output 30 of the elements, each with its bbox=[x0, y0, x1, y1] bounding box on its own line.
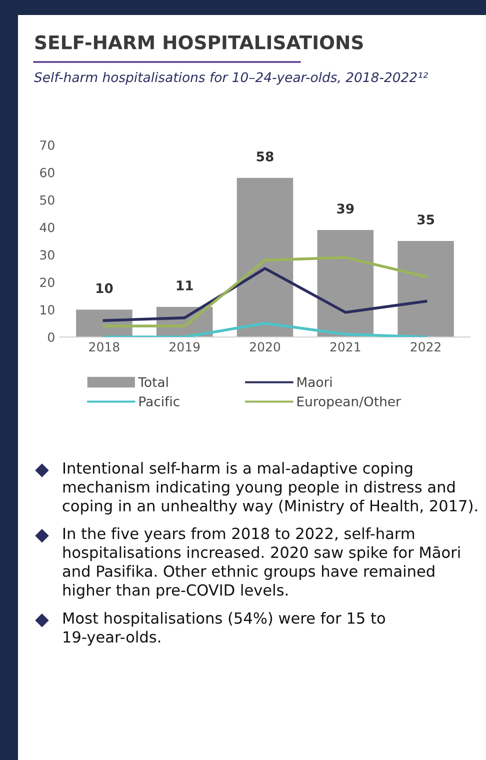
chart-subtitle: Self-harm hospitalisations for 10–24-year-olds, 2018-2022¹² bbox=[34, 72, 428, 85]
data-label: 58 bbox=[256, 151, 274, 162]
y-tick-label: 50 bbox=[40, 195, 54, 205]
y-tick-label: 0 bbox=[48, 332, 54, 342]
data-label: 35 bbox=[417, 214, 434, 225]
x-tick-label: 2022 bbox=[410, 342, 440, 352]
bar bbox=[317, 230, 374, 337]
legend-label: European/Other bbox=[298, 396, 401, 409]
data-label: 10 bbox=[96, 283, 113, 294]
legend-label: Total bbox=[138, 376, 168, 388]
chart-title: SELF-HARM HOSPITALISATIONS bbox=[35, 35, 363, 50]
y-tick-label: 30 bbox=[40, 250, 54, 260]
y-tick-label: 10 bbox=[40, 305, 54, 314]
text: Intentional self-harm is a mal-adaptive coping mechanism indicating young people in distress and coping in an unhealthy way (Ministry of Health, 2017). bbox=[62, 462, 477, 514]
legend-label: Pacific bbox=[139, 396, 180, 406]
y-tick-label: 20 bbox=[40, 278, 54, 288]
x-tick-label: 2020 bbox=[250, 342, 280, 352]
data-label: 11 bbox=[176, 280, 193, 290]
x-tick-label: 2019 bbox=[170, 342, 200, 352]
bar bbox=[398, 241, 454, 337]
x-tick-label: 2018 bbox=[89, 342, 120, 352]
x-tick-label: 2021 bbox=[330, 342, 360, 352]
text: In the five years from 2018 to 2022, self-harm hospitalisations increased. 2020 saw spike for Māori and Pasifika. Other ethnic groups have remained higher than pre-COVID levels. bbox=[62, 527, 460, 599]
bar bbox=[236, 178, 294, 337]
y-tick-label: 40 bbox=[40, 222, 54, 232]
text: Most hospitalisations (54%) were for 15 to 19-year-olds. bbox=[64, 612, 385, 646]
data-label: 39 bbox=[337, 204, 354, 214]
y-tick-label: 60 bbox=[40, 168, 54, 178]
legend-label: Maori bbox=[298, 376, 332, 388]
y-tick-label: 70 bbox=[40, 140, 54, 150]
